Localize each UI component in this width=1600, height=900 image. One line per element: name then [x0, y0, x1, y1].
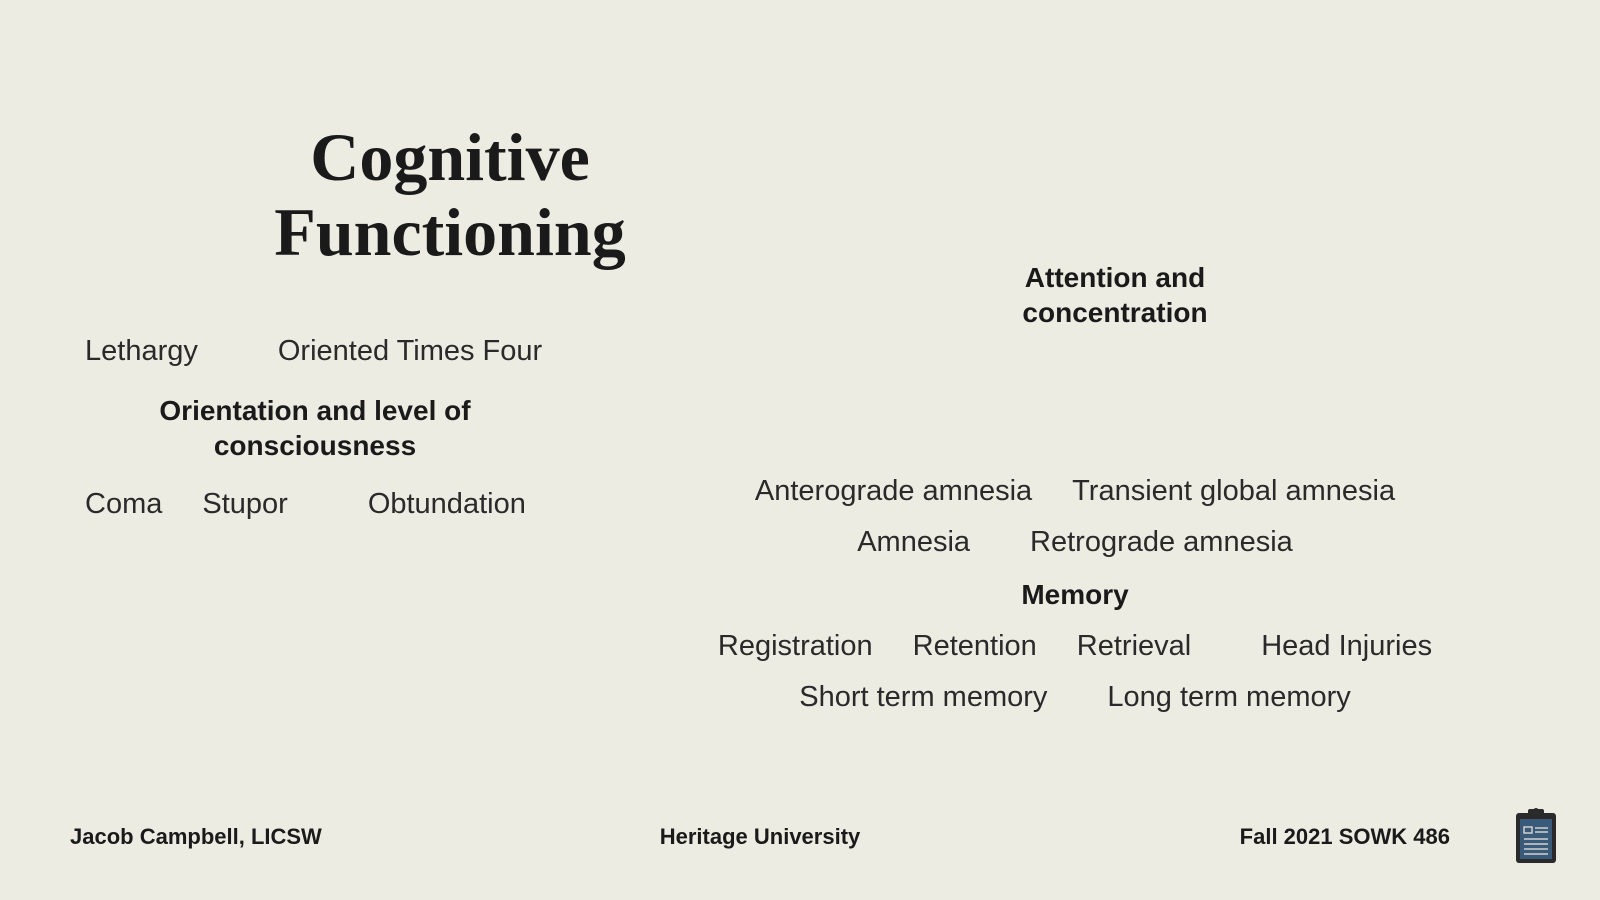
term-retention: Retention: [913, 630, 1037, 663]
memory-heading: Memory: [650, 577, 1500, 612]
footer-course: Fall 2021 SOWK 486: [990, 824, 1530, 850]
term-stupor: Stupor: [202, 488, 287, 521]
term-short-term-memory: Short term memory: [799, 681, 1047, 714]
term-oriented-times-four: Oriented Times Four: [278, 335, 542, 368]
footer-author: Jacob Campbell, LICSW: [70, 824, 530, 850]
title-line1: Cognitive: [310, 119, 590, 195]
orientation-section: Lethargy Oriented Times Four Orientation…: [85, 335, 625, 521]
term-head-injuries: Head Injuries: [1261, 630, 1432, 663]
attention-line1: Attention and: [1025, 262, 1205, 293]
footer-institution: Heritage University: [530, 824, 990, 850]
term-coma: Coma: [85, 488, 162, 521]
orientation-terms-row2: Coma Stupor Obtundation: [85, 488, 625, 521]
term-retrieval: Retrieval: [1077, 630, 1191, 663]
slide-title: Cognitive Functioning: [240, 120, 660, 270]
term-amnesia: Amnesia: [857, 526, 970, 559]
term-anterograde-amnesia: Anterograde amnesia: [755, 475, 1032, 508]
clipboard-icon: [1512, 807, 1560, 865]
memory-terms-row3: Registration Retention Retrieval Head In…: [650, 630, 1500, 663]
term-obtundation: Obtundation: [368, 488, 526, 521]
attention-heading: Attention and concentration: [975, 260, 1255, 330]
attention-line2: concentration: [1022, 297, 1207, 328]
memory-terms-row2: Amnesia Retrograde amnesia: [650, 526, 1500, 559]
orientation-heading: Orientation and level of consciousness: [115, 393, 515, 463]
memory-terms-row1: Anterograde amnesia Transient global amn…: [650, 475, 1500, 508]
term-retrograde-amnesia: Retrograde amnesia: [1030, 526, 1293, 559]
term-lethargy: Lethargy: [85, 335, 198, 368]
memory-section: Anterograde amnesia Transient global amn…: [650, 475, 1500, 732]
orientation-terms-row1: Lethargy Oriented Times Four: [85, 335, 625, 368]
term-transient-global-amnesia: Transient global amnesia: [1072, 475, 1395, 508]
slide-footer: Jacob Campbell, LICSW Heritage Universit…: [0, 824, 1600, 850]
term-registration: Registration: [718, 630, 873, 663]
title-line2: Functioning: [274, 194, 625, 270]
memory-terms-row4: Short term memory Long term memory: [650, 681, 1500, 714]
term-long-term-memory: Long term memory: [1107, 681, 1350, 714]
